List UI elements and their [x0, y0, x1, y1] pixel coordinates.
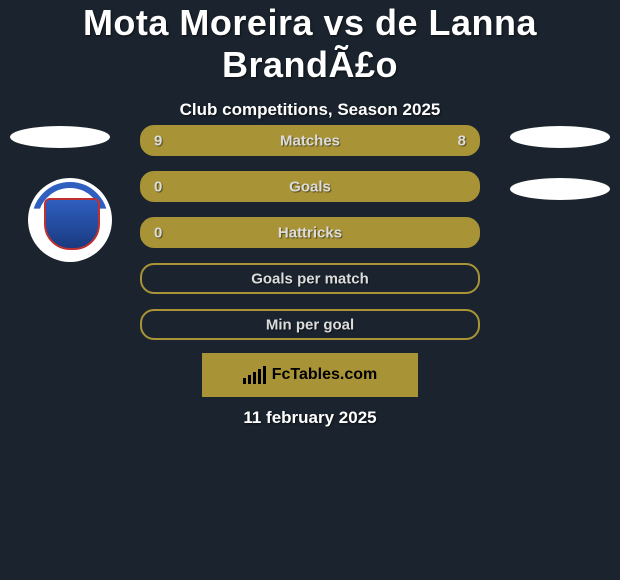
fctables-watermark: FcTables.com	[202, 353, 418, 397]
subtitle: Club competitions, Season 2025	[0, 86, 620, 120]
placeholder-oval-left-1	[10, 126, 110, 148]
stat-label: Goals per match	[142, 270, 478, 287]
stat-row-min-per-goal: Min per goal	[140, 309, 480, 340]
placeholder-oval-right-2	[510, 178, 610, 200]
stat-row-goals-per-match: Goals per match	[140, 263, 480, 294]
club-badge-left	[28, 178, 112, 262]
date-label: 11 february 2025	[0, 408, 620, 428]
fctables-label: FcTables.com	[272, 366, 378, 384]
stat-label: Hattricks	[142, 224, 478, 241]
placeholder-oval-right-1	[510, 126, 610, 148]
stat-row-goals: 0 Goals	[140, 171, 480, 202]
stats-panel: 9 Matches 8 0 Goals 0 Hattricks Goals pe…	[140, 125, 480, 355]
stat-row-hattricks: 0 Hattricks	[140, 217, 480, 248]
stat-label: Matches	[142, 132, 478, 149]
stat-label: Goals	[142, 178, 478, 195]
stat-row-matches: 9 Matches 8	[140, 125, 480, 156]
stat-right-value: 8	[458, 132, 466, 149]
bar-chart-icon	[243, 366, 266, 384]
page-title: Mota Moreira vs de Lanna BrandÃ£o	[0, 0, 620, 86]
stat-label: Min per goal	[142, 316, 478, 333]
